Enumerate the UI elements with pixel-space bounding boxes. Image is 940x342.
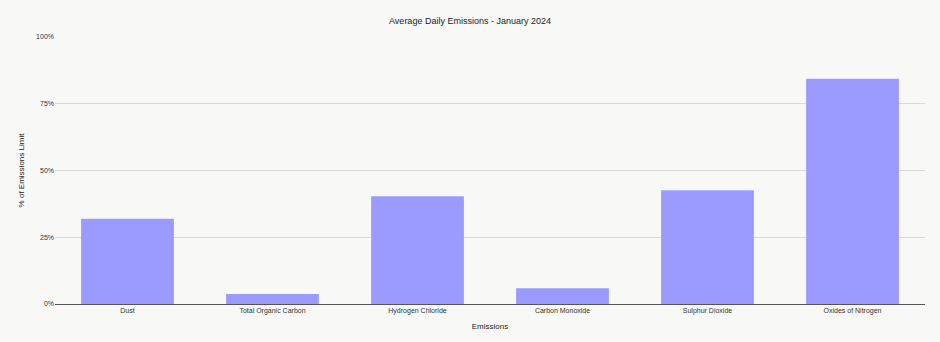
svg-text:Emissions: Emissions	[472, 322, 508, 331]
svg-text:Carbon Monoxide: Carbon Monoxide	[535, 307, 590, 314]
svg-text:Oxides of Nitrogen: Oxides of Nitrogen	[824, 307, 882, 315]
svg-text:Dust: Dust	[120, 307, 134, 314]
svg-text:Sulphur Dioxide: Sulphur Dioxide	[683, 307, 733, 315]
svg-text:75%: 75%	[40, 100, 54, 107]
svg-text:Average Daily Emissions - Janu: Average Daily Emissions - January 2024	[389, 16, 551, 26]
svg-text:0%: 0%	[44, 300, 54, 307]
svg-text:% of Emissions Limit: % of Emissions Limit	[17, 133, 26, 208]
svg-text:50%: 50%	[40, 167, 54, 174]
svg-text:100%: 100%	[36, 33, 54, 40]
svg-text:25%: 25%	[40, 234, 54, 241]
svg-text:Total Organic Carbon: Total Organic Carbon	[239, 307, 305, 315]
svg-text:Hydrogen Chloride: Hydrogen Chloride	[388, 307, 446, 315]
